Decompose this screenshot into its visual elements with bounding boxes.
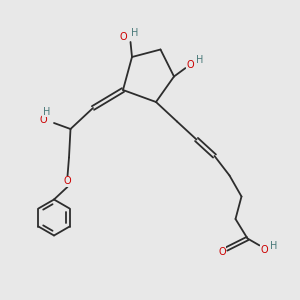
Text: H: H [131, 28, 139, 38]
Text: H: H [196, 55, 203, 65]
Text: H: H [270, 241, 278, 251]
Text: O: O [64, 176, 71, 187]
Text: O: O [187, 60, 194, 70]
Text: O: O [218, 247, 226, 257]
Text: O: O [260, 245, 268, 255]
Text: O: O [40, 115, 47, 125]
Text: H: H [43, 106, 50, 117]
Text: O: O [119, 32, 127, 42]
